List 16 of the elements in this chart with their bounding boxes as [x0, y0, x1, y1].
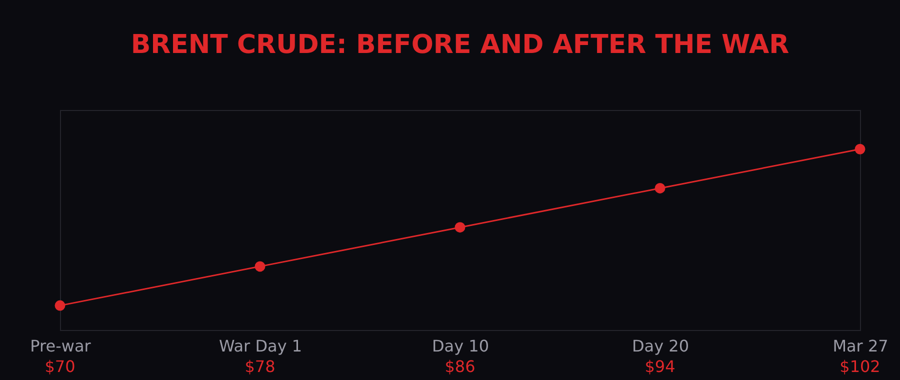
- point: [454, 222, 466, 233]
- x-tick-label: War Day 1: [218, 336, 302, 356]
- data-label: $102: [840, 357, 880, 376]
- data-label: $78: [244, 357, 276, 376]
- data-label: $94: [644, 357, 676, 376]
- x-tick-label: Day 10: [432, 336, 490, 356]
- data-label: $86: [444, 357, 476, 376]
- point: [654, 182, 666, 194]
- x-tick-label: Day 20: [632, 336, 690, 356]
- x-tick-label: Mar 27: [832, 336, 888, 356]
- point: [254, 261, 266, 272]
- x-tick-label: Pre-war: [30, 336, 92, 356]
- point: [54, 300, 66, 311]
- data-label: $70: [44, 357, 76, 376]
- point: [854, 144, 866, 154]
- chart-title: BRENT CRUDE: BEFORE AND AFTER THE WAR: [130, 30, 790, 60]
